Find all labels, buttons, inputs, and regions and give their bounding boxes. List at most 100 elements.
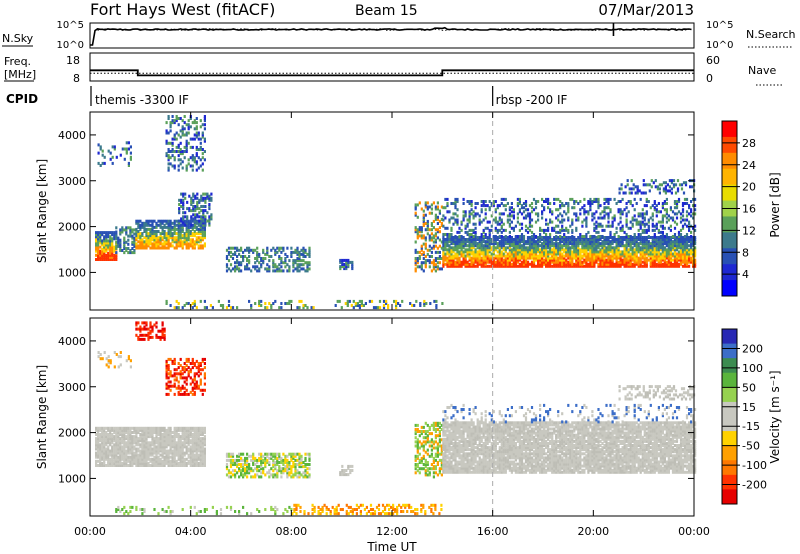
data-cell xyxy=(200,205,203,208)
data-cell xyxy=(131,236,134,240)
data-cell xyxy=(498,218,501,222)
data-cell xyxy=(99,443,102,447)
data-cell xyxy=(593,244,596,248)
data-cell xyxy=(189,464,192,467)
data-cell xyxy=(139,246,142,250)
data-cell xyxy=(684,183,688,187)
data-cell xyxy=(187,225,190,229)
data-cell xyxy=(167,219,170,223)
data-cell xyxy=(157,451,160,455)
data-cell xyxy=(613,214,616,218)
data-cell xyxy=(537,250,540,254)
data-cell xyxy=(667,254,670,258)
data-cell xyxy=(302,246,305,250)
data-cell xyxy=(651,250,654,254)
data-cell xyxy=(105,247,108,251)
data-cell xyxy=(129,230,132,234)
data-cell xyxy=(125,457,128,461)
data-cell xyxy=(167,441,170,445)
data-cell xyxy=(579,212,582,216)
data-cell xyxy=(109,239,112,243)
data-cell xyxy=(579,233,582,236)
data-cell xyxy=(191,433,194,436)
data-cell xyxy=(199,232,202,236)
data-cell xyxy=(147,234,150,238)
data-cell xyxy=(639,252,642,256)
data-cell xyxy=(601,228,604,232)
data-cell xyxy=(135,437,138,441)
data-cell xyxy=(683,235,687,238)
data-cell xyxy=(635,220,638,224)
data-cell xyxy=(163,426,166,430)
data-cell xyxy=(547,240,550,244)
data-cell xyxy=(647,246,650,250)
data-cell xyxy=(450,254,453,258)
data-cell xyxy=(101,255,104,259)
data-cell xyxy=(635,256,638,260)
data-cell xyxy=(528,212,532,216)
data-cell xyxy=(171,234,174,238)
data-cell xyxy=(649,244,652,248)
y-tick-label: 2000 xyxy=(58,221,86,234)
data-cell xyxy=(593,200,596,203)
data-cell xyxy=(95,245,98,249)
data-cell xyxy=(434,263,437,267)
data-cell xyxy=(109,464,112,467)
data-cell xyxy=(565,238,568,241)
data-cell xyxy=(621,258,624,262)
data-cell xyxy=(514,254,517,258)
data-cell xyxy=(462,256,465,260)
data-cell xyxy=(189,145,192,149)
data-cell xyxy=(430,250,433,254)
data-cell xyxy=(165,443,168,447)
data-cell xyxy=(159,459,162,463)
data-cell xyxy=(171,439,174,443)
data-cell xyxy=(641,230,644,234)
data-cell xyxy=(181,441,184,445)
data-cell xyxy=(179,240,182,244)
data-cell xyxy=(583,204,586,208)
data-cell xyxy=(115,437,118,441)
data-cell xyxy=(268,259,271,263)
data-cell xyxy=(476,202,479,205)
data-cell xyxy=(107,445,110,449)
data-cell xyxy=(125,437,128,441)
data-cell xyxy=(492,238,495,241)
data-cell xyxy=(444,244,447,248)
data-cell xyxy=(107,461,110,465)
data-cell xyxy=(103,241,106,245)
data-cell xyxy=(601,244,604,248)
data-cell xyxy=(663,242,666,246)
data-cell xyxy=(633,238,636,241)
data-cell xyxy=(173,435,176,439)
data-cell xyxy=(488,240,491,244)
data-cell xyxy=(117,244,120,248)
data-cell xyxy=(547,258,550,262)
data-cell xyxy=(659,220,662,224)
data-cell xyxy=(537,256,540,260)
data-cell xyxy=(468,214,471,218)
data-cell xyxy=(448,254,451,258)
data-cell xyxy=(664,181,667,185)
data-cell xyxy=(193,433,196,436)
data-cell xyxy=(470,233,473,236)
data-cell xyxy=(151,431,154,434)
data-cell xyxy=(135,435,138,439)
data-cell xyxy=(183,439,186,443)
data-cell xyxy=(145,441,148,445)
data-cell xyxy=(109,157,112,161)
data-cell xyxy=(631,238,634,241)
data-cell xyxy=(187,435,190,439)
data-cell xyxy=(129,455,132,459)
data-cell xyxy=(537,240,540,244)
data-cell xyxy=(486,260,489,264)
data-cell xyxy=(649,256,652,260)
data-cell xyxy=(296,257,299,260)
data-cell xyxy=(141,242,144,246)
data-cell xyxy=(246,265,249,269)
data-cell xyxy=(557,252,560,256)
data-cell xyxy=(607,202,610,205)
data-cell xyxy=(553,256,556,260)
data-cell xyxy=(422,252,425,256)
data-cell xyxy=(167,166,170,170)
